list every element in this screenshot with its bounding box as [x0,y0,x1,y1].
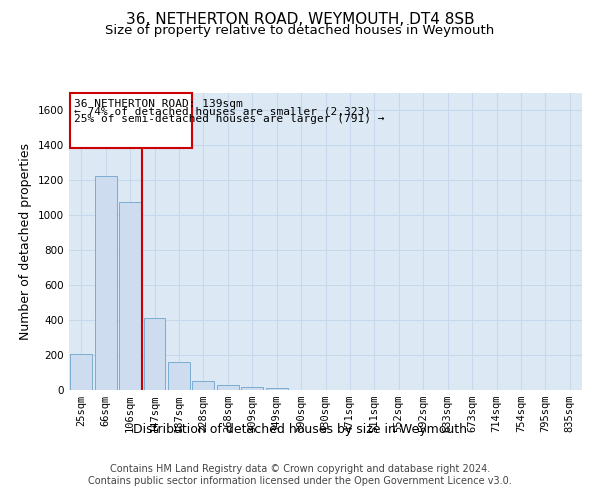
Text: 36, NETHERTON ROAD, WEYMOUTH, DT4 8SB: 36, NETHERTON ROAD, WEYMOUTH, DT4 8SB [125,12,475,28]
Bar [119,202,141,390]
Bar [95,176,116,390]
Bar [217,386,239,390]
Bar [143,318,166,390]
Bar [241,388,263,390]
Text: 25% of semi-detached houses are larger (791) →: 25% of semi-detached houses are larger (… [74,114,385,124]
Bar [70,92,193,148]
Text: ← 74% of detached houses are smaller (2,323): ← 74% of detached houses are smaller (2,… [74,106,371,117]
Text: Size of property relative to detached houses in Weymouth: Size of property relative to detached ho… [106,24,494,37]
Bar [193,381,214,390]
Bar [70,354,92,390]
Bar [266,388,287,390]
Y-axis label: Number of detached properties: Number of detached properties [19,143,32,340]
Text: Distribution of detached houses by size in Weymouth: Distribution of detached houses by size … [133,422,467,436]
Text: Contains HM Land Registry data © Crown copyright and database right 2024.: Contains HM Land Registry data © Crown c… [110,464,490,474]
Text: 36 NETHERTON ROAD: 139sqm: 36 NETHERTON ROAD: 139sqm [74,98,242,108]
Text: Contains public sector information licensed under the Open Government Licence v3: Contains public sector information licen… [88,476,512,486]
Bar [168,362,190,390]
